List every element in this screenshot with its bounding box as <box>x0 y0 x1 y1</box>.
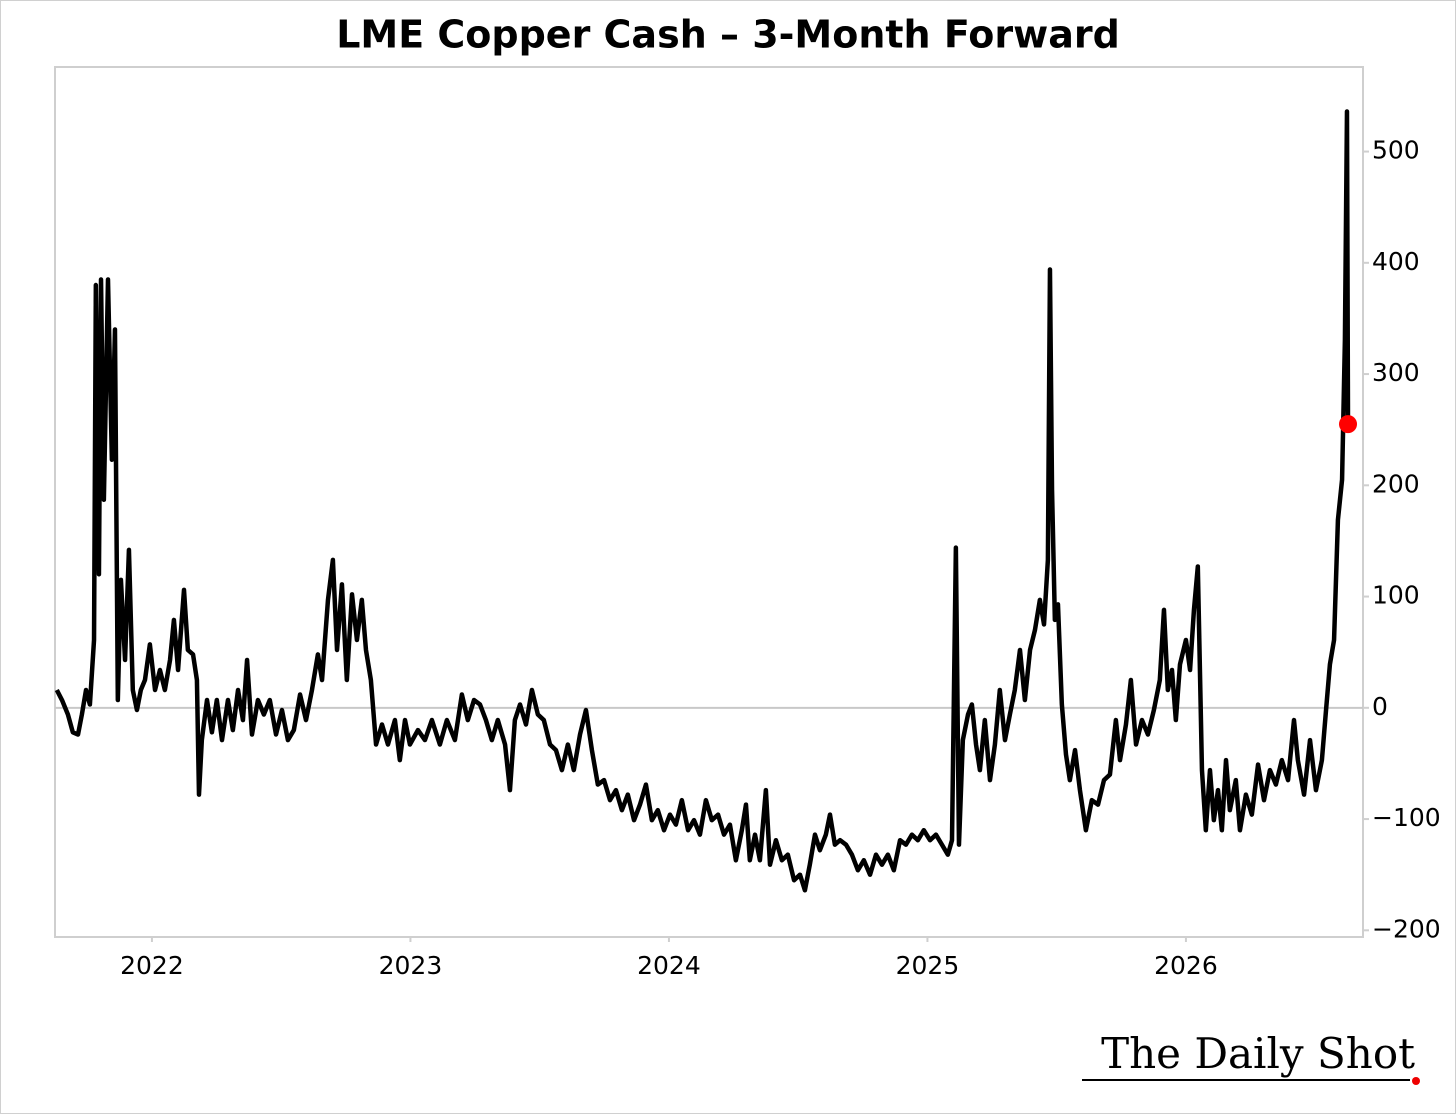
y-tick-label: −200 <box>1372 914 1441 943</box>
y-tick-label: 300 <box>1372 358 1420 387</box>
plot-frame <box>54 66 1364 938</box>
logo-text: The Daily Shot <box>1101 1029 1415 1078</box>
x-tick-label: 2024 <box>637 951 701 980</box>
y-tick-label: −100 <box>1372 803 1441 832</box>
y-tick-label: 200 <box>1372 469 1420 498</box>
y-tick-label: 100 <box>1372 581 1420 610</box>
y-tick-label: 0 <box>1372 692 1388 721</box>
y-tick-label: 500 <box>1372 136 1420 165</box>
logo-dot <box>1412 1077 1420 1085</box>
chart-title: LME Copper Cash – 3-Month Forward <box>336 13 1120 57</box>
x-tick-label: 2025 <box>896 951 960 980</box>
logo: The Daily Shot <box>1082 1029 1420 1085</box>
last-point <box>1339 415 1358 434</box>
y-tick-label: 400 <box>1372 247 1420 276</box>
x-tick-label: 2023 <box>379 951 443 980</box>
x-tick-label: 2022 <box>120 951 184 980</box>
x-tick-label: 2026 <box>1154 951 1218 980</box>
data-line <box>54 109 1351 893</box>
